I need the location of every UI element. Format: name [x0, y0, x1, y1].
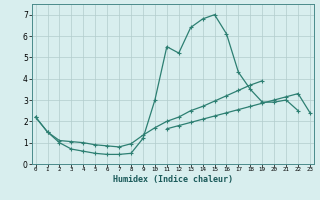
X-axis label: Humidex (Indice chaleur): Humidex (Indice chaleur) [113, 175, 233, 184]
